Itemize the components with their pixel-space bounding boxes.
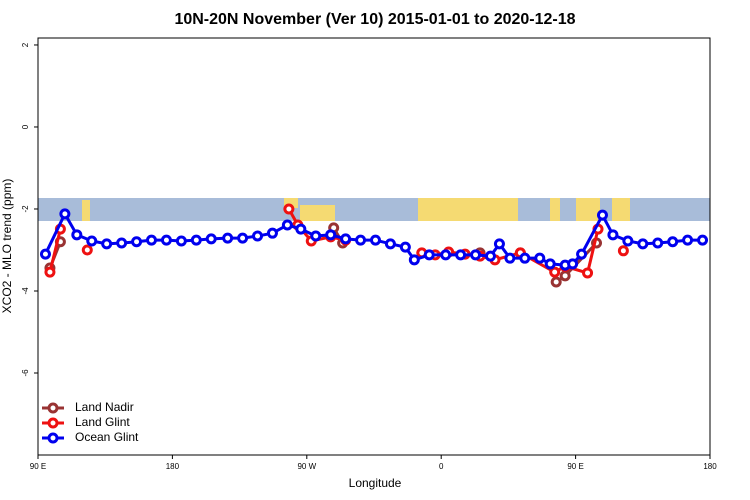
data-point (281, 219, 293, 231)
legend-marker (47, 402, 59, 414)
data-point (205, 233, 217, 245)
y-tick-label: -2 (21, 205, 30, 213)
plot-frame (37, 37, 711, 456)
x-tick-label: 0 (439, 462, 444, 471)
data-point (252, 230, 264, 242)
data-point (652, 237, 664, 249)
data-point (559, 270, 571, 282)
data-point (101, 238, 113, 250)
data-point (81, 244, 93, 256)
data-point (283, 203, 295, 215)
data-point (222, 232, 234, 244)
data-point (550, 276, 562, 288)
data-point (39, 248, 51, 260)
data-point (582, 267, 594, 279)
data-point (470, 249, 482, 261)
data-point (607, 229, 619, 241)
chart-title: 10N-20N November (Ver 10) 2015-01-01 to … (174, 11, 575, 28)
y-tick-label: 2 (21, 42, 30, 47)
legend-label: Land Nadir (75, 400, 134, 414)
data-point (190, 234, 202, 246)
data-point (637, 238, 649, 250)
data-point (596, 209, 608, 221)
legend-marker (47, 432, 59, 444)
data-point (44, 266, 56, 278)
legend-marker (47, 417, 59, 429)
data-point (237, 232, 249, 244)
data-point (399, 241, 411, 253)
y-tick-label: 0 (21, 124, 30, 129)
x-tick-label: 90 E (30, 462, 46, 471)
data-point (617, 245, 629, 257)
data-point (295, 223, 307, 235)
x-tick-label: 90 E (567, 462, 583, 471)
data-point (340, 233, 352, 245)
data-point (266, 227, 278, 239)
data-point (355, 234, 367, 246)
data-point (310, 230, 322, 242)
data-point (369, 234, 381, 246)
data-point (423, 249, 435, 261)
data-point (493, 238, 505, 250)
data-point (116, 237, 128, 249)
data-point (667, 236, 679, 248)
data-point (145, 234, 157, 246)
data-point (131, 236, 143, 248)
data-point (519, 252, 531, 264)
data-point (544, 258, 556, 270)
series-line (48, 228, 62, 273)
y-tick-label: -4 (21, 287, 30, 295)
data-point (59, 208, 71, 220)
data-point (484, 250, 496, 262)
data-point (325, 229, 337, 241)
data-point (71, 229, 83, 241)
data-point (622, 235, 634, 247)
x-tick-label: 180 (166, 462, 180, 471)
legend-label: Land Glint (75, 415, 130, 429)
data-point (576, 248, 588, 260)
legend-label: Ocean Glint (75, 430, 139, 444)
data-point (455, 249, 467, 261)
data-point (160, 234, 172, 246)
data-point (697, 234, 709, 246)
y-tick-label: -6 (21, 369, 30, 377)
map-strip (38, 198, 710, 221)
data-point (440, 249, 452, 261)
data-point (682, 234, 694, 246)
data-point (175, 235, 187, 247)
data-point (549, 266, 561, 278)
x-axis-label: Longitude (349, 476, 402, 490)
x-tick-label: 90 W (297, 462, 316, 471)
data-point (408, 254, 420, 266)
data-point (86, 235, 98, 247)
y-axis-label: XCO2 - MLO trend (ppm) (0, 179, 14, 314)
data-point (504, 252, 516, 264)
data-point (534, 252, 546, 264)
x-tick-label: 180 (703, 462, 717, 471)
data-point (384, 238, 396, 250)
data-point (567, 258, 579, 270)
